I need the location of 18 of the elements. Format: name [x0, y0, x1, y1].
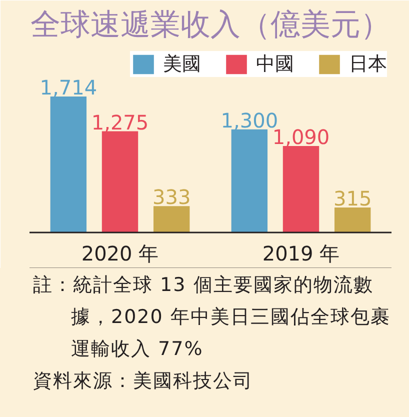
bar [334, 208, 371, 232]
legend-label: 美國 [163, 52, 201, 77]
bar [102, 131, 138, 232]
data-label: 1,714 [40, 75, 98, 100]
x-tick-label: 2020 年 [81, 242, 159, 266]
data-label: 315 [334, 186, 372, 210]
text: 註：統計全球 13 個主要國家的物流數據，2020 年中美日三國佔全球包裹運輸收入 77% [33, 273, 392, 362]
bar [282, 146, 320, 232]
data-label: 333 [152, 185, 191, 210]
legend-label: 日本 [349, 52, 387, 77]
data-label: 1,275 [91, 110, 149, 134]
bar [50, 96, 87, 232]
bar [231, 129, 268, 232]
bar [153, 206, 190, 232]
x-tick-label: 2019 年 [262, 242, 340, 266]
chart-title: 全球速遞業收入（億美元） [30, 8, 390, 42]
legend-label: 中國 [256, 52, 294, 77]
source-note: 資料來源：美國科技公司 [33, 368, 254, 394]
